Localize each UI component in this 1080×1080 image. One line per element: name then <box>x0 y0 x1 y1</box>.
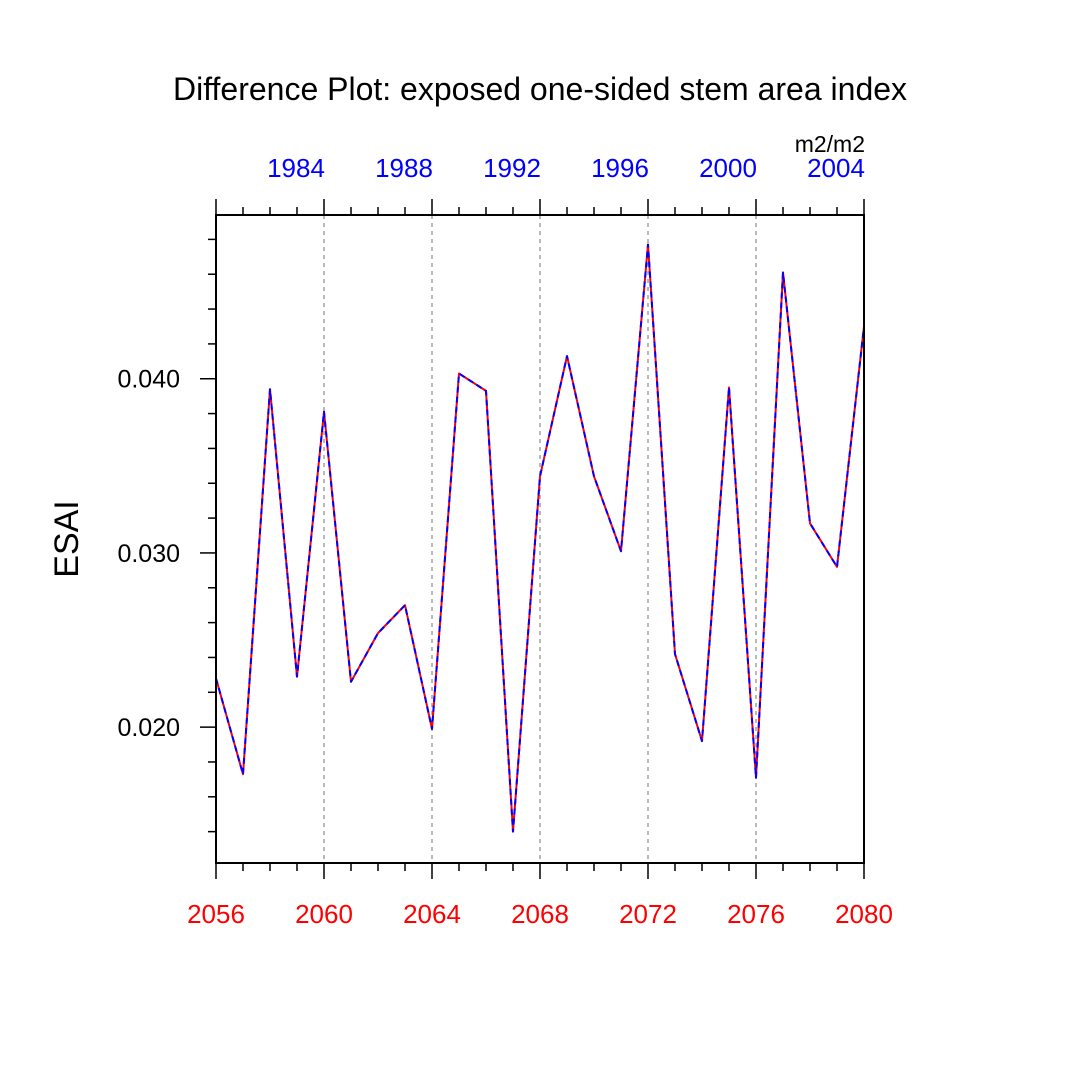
x-bottom-label-2060: 2060 <box>295 899 353 929</box>
series-lines <box>215 243 865 833</box>
series-line-1 <box>215 243 865 833</box>
x-bottom-label-2068: 2068 <box>511 899 569 929</box>
axis-ticks <box>200 199 865 879</box>
x-bottom-label-2076: 2076 <box>727 899 785 929</box>
x-top-label-2000: 2000 <box>699 153 757 183</box>
y-label-0.020: 0.020 <box>117 714 180 742</box>
tick-labels: 2056 2060 2064 2068 2072 2076 2080 1984 1988 1992… <box>117 153 892 929</box>
y-label-0.030: 0.030 <box>117 540 180 568</box>
units-label: m2/m2 <box>795 131 865 157</box>
y-label-0.040: 0.040 <box>117 366 180 394</box>
x-bottom-label-2072: 2072 <box>619 899 677 929</box>
x-bottom-label-2056: 2056 <box>187 899 245 929</box>
x-top-label-1988: 1988 <box>375 153 433 183</box>
x-top-label-1992: 1992 <box>483 153 541 183</box>
x-top-label-1996: 1996 <box>591 153 649 183</box>
x-top-label-2004: 2004 <box>807 153 865 183</box>
x-bottom-label-2064: 2064 <box>403 899 461 929</box>
x-top-label-1984: 1984 <box>267 153 325 183</box>
y-axis-label: ESAI <box>48 500 86 577</box>
x-bottom-label-2080: 2080 <box>835 899 893 929</box>
grid-lines <box>323 215 757 863</box>
chart-title: Difference Plot: exposed one-sided stem … <box>173 71 907 107</box>
